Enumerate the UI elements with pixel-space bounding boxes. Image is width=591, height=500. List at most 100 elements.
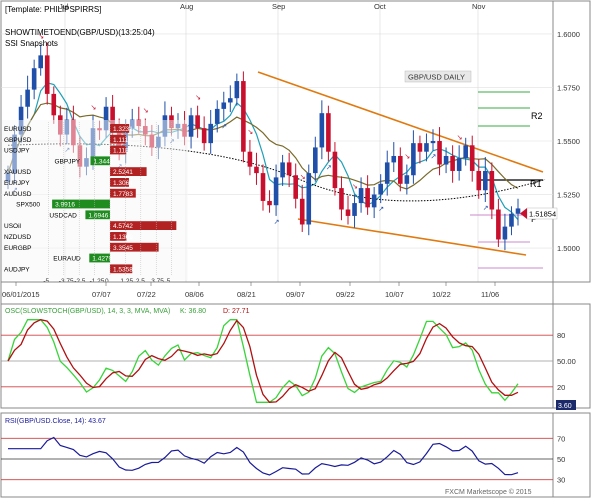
stoch-d-line	[7, 319, 519, 403]
ma-slow-line	[7, 102, 519, 190]
candle-body	[476, 170, 482, 191]
date-tick-label: 07/22	[137, 290, 156, 299]
price-tick-label: 1.5500	[557, 137, 580, 146]
candle-body	[241, 81, 246, 152]
signal-down-marker: ↘	[195, 95, 201, 102]
footer-credit: FXCM Marketscope © 2015	[445, 488, 532, 496]
signal-down-marker: ↘	[91, 104, 97, 111]
candle-body	[313, 147, 318, 174]
ssi-bar-value: 1.1180	[113, 148, 133, 155]
ssi-bar-value: 1.3064	[113, 180, 133, 187]
rsi-tick-label: 30	[557, 476, 565, 485]
ssi-bar-value: 1.5358	[113, 266, 133, 273]
ssi-bar	[110, 264, 133, 274]
candle-body	[332, 151, 338, 189]
ssi-bar-value: 3.3545	[113, 245, 133, 252]
candle-body	[430, 141, 436, 144]
candle-body	[247, 151, 253, 167]
ssi-bar	[110, 167, 147, 176]
month-label: Nov	[472, 2, 486, 11]
candle-body	[502, 226, 508, 240]
ssi-bar-value: 1.1111	[113, 137, 132, 144]
candle-body	[424, 143, 429, 152]
rsi-panel	[0, 412, 554, 498]
candle-body	[463, 145, 468, 159]
ssi-bar	[110, 178, 129, 187]
show-time-label: SHOWTIMETOEND(GBP/USD)(13:25:04)	[5, 28, 155, 37]
ssi-pair-label: USDCAD	[49, 212, 77, 219]
rsi-axis-panel	[552, 412, 591, 498]
ssi-bar	[52, 199, 110, 209]
ssi-bar	[110, 242, 159, 252]
ssi-bar	[110, 221, 177, 230]
ssi-pair-label: EURUSD	[4, 126, 32, 133]
ssi-pair-label: USDJPY	[4, 148, 30, 155]
date-tick-label: 07/07	[92, 290, 111, 299]
candle-body	[188, 115, 194, 137]
candle-body	[306, 173, 312, 225]
date-tick-label: 08/06	[185, 290, 204, 299]
candle-body	[208, 123, 213, 144]
signal-down-marker: ↘	[404, 154, 410, 161]
signal-down-marker: ↘	[143, 108, 149, 115]
ssi-bar-value: 2.5241	[113, 169, 133, 176]
ssi-pair-label: GBPUSD	[4, 137, 32, 144]
ssi-bar	[90, 156, 110, 166]
candle-body	[228, 98, 233, 103]
ssi-pair-label: AUDJPY	[4, 266, 30, 273]
candle-body	[352, 203, 357, 216]
ssi-bar-value: 1.1309	[113, 234, 133, 241]
ssi-bar-value: 1.7783	[113, 191, 133, 198]
ssi-bar-value: 4.5742	[113, 223, 133, 230]
candle-body	[509, 213, 514, 227]
candle-body	[483, 170, 488, 191]
date-labels: 06/01/2015 07/07 07/22 08/06 08/21 09/07 09/22…	[2, 282, 499, 299]
candle-body	[214, 108, 220, 124]
ssi-pair-label: GBPJPY	[55, 158, 81, 165]
candle-body	[404, 175, 410, 184]
candle-body	[319, 113, 325, 148]
stoch-k-value: K: 36.80	[180, 308, 206, 315]
candle-body	[371, 194, 377, 208]
signal-up-marker: ↗	[483, 205, 489, 212]
stoch-panel	[0, 303, 554, 409]
month-label: Aug	[180, 2, 193, 11]
candle-body	[437, 141, 442, 165]
candle-body	[496, 209, 501, 240]
stoch-d-value: D: 27.71	[223, 308, 250, 315]
chart-title: GBP/USD DAILY	[408, 73, 465, 82]
ssi-pair-label: EURJPY	[4, 180, 30, 187]
candle-body	[221, 102, 227, 109]
price-tick-label: 1.5000	[557, 244, 580, 253]
rsi-line-group	[8, 436, 519, 476]
candle-body	[44, 55, 50, 94]
ssi-bar-value: 1.4279	[92, 256, 112, 263]
candle-body	[234, 81, 240, 99]
candle-body	[201, 128, 207, 144]
candle-body	[443, 155, 449, 165]
candle-body	[103, 106, 109, 131]
candle-body	[391, 155, 397, 163]
r2-label: R2	[531, 111, 543, 121]
candle-body	[25, 89, 30, 107]
candle-body	[456, 158, 462, 171]
candle-body	[450, 155, 455, 171]
signal-up-marker: ↗	[221, 124, 227, 131]
ssi-pair-label: EURAUD	[53, 256, 81, 263]
candle-body	[31, 68, 37, 90]
candle-body	[417, 143, 423, 152]
signal-up-marker: ↗	[431, 154, 437, 161]
stoch-label: OSC(SLOWSTOCH(GBP/USD), 14, 3, 3, MVA, M…	[5, 308, 170, 315]
signal-down-marker: ↘	[300, 174, 306, 181]
candle-body	[339, 188, 344, 210]
stoch-tick-label: 20	[557, 383, 565, 392]
price-tick-label: 1.5750	[557, 83, 580, 92]
signal-down-marker: ↘	[352, 184, 358, 191]
month-label: Sep	[272, 2, 285, 11]
candle-body	[260, 173, 266, 201]
stoch-current-box	[556, 400, 576, 410]
signal-up-marker: ↗	[274, 219, 280, 226]
signal-up-marker: ↗	[378, 206, 384, 213]
signal-up-marker: ↗	[326, 164, 332, 171]
